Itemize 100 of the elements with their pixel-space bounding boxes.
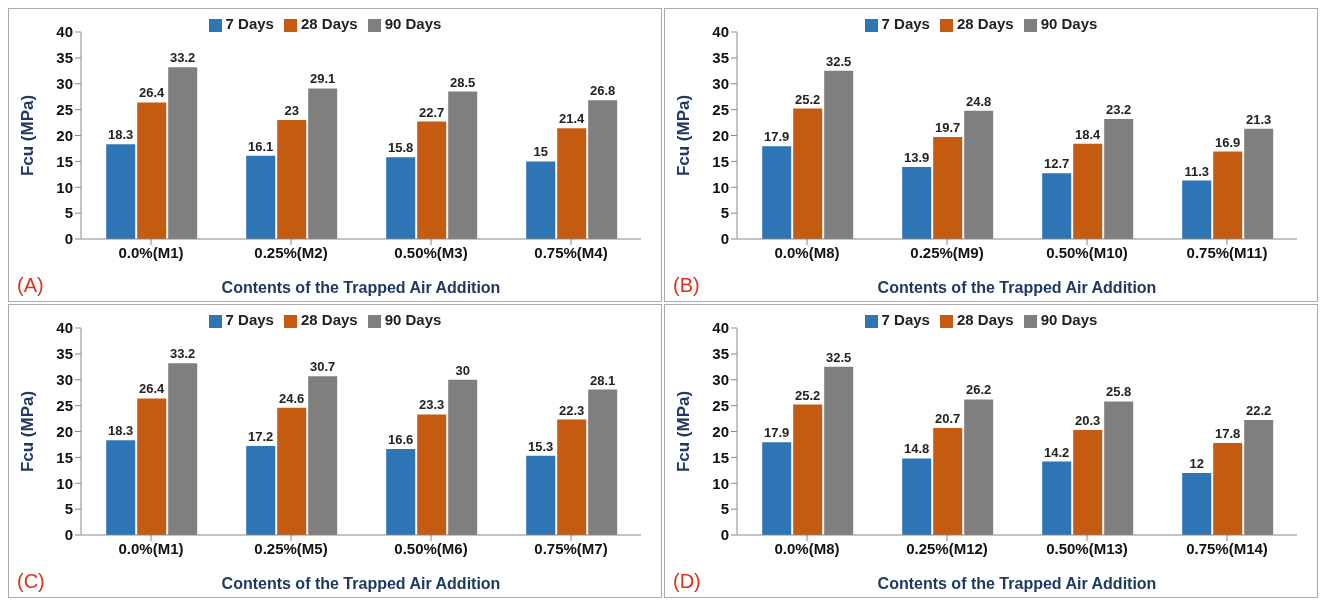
bar	[137, 102, 167, 239]
data-label: 18.3	[108, 423, 134, 439]
legend-label: 7 Days	[225, 15, 274, 32]
bar	[1182, 180, 1212, 239]
data-label: 14.8	[904, 441, 930, 457]
legend-label: 7 Days	[225, 311, 274, 328]
legend-label: 28 Days	[300, 311, 358, 328]
y-tick-label: 35	[56, 345, 73, 363]
x-tick-label: 0.50%(M6)	[394, 539, 468, 557]
data-label: 25.2	[795, 91, 821, 107]
data-label: 23.2	[1106, 101, 1132, 117]
y-tick-label: 25	[712, 100, 729, 118]
data-label: 17.9	[764, 129, 790, 145]
data-label: 12.7	[1044, 156, 1070, 172]
data-label: 25.2	[795, 387, 821, 403]
data-label: 32.5	[826, 349, 852, 365]
y-tick-label: 35	[56, 49, 73, 67]
data-label: 14.2	[1044, 444, 1070, 460]
bar	[793, 108, 823, 239]
bar	[762, 146, 792, 239]
data-label: 28.5	[450, 74, 476, 90]
y-tick-label: 10	[712, 474, 729, 492]
data-label: 22.2	[1246, 403, 1272, 419]
y-tick-label: 10	[712, 178, 729, 196]
data-label: 23	[284, 102, 299, 118]
x-axis-title: Contents of the Trapped Air Addition	[221, 575, 501, 592]
bar	[106, 144, 136, 239]
bar	[417, 414, 447, 535]
text: (C)	[17, 570, 45, 593]
y-tick-label: 30	[56, 75, 73, 93]
x-tick-label: 0.0%(M1)	[118, 539, 184, 557]
bar	[386, 157, 416, 239]
data-label: 18.3	[108, 127, 134, 143]
bar	[1042, 461, 1072, 535]
bar	[246, 445, 276, 535]
data-label: 16.6	[388, 432, 414, 448]
y-tick-label: 40	[56, 23, 73, 41]
bar	[1213, 151, 1243, 239]
x-tick-label: 0.75%(M11)	[1186, 243, 1268, 261]
data-label: 26.8	[590, 83, 616, 99]
bar	[557, 128, 587, 239]
y-tick-label: 35	[712, 345, 729, 363]
bar	[902, 167, 932, 239]
y-tick-label: 25	[712, 396, 729, 414]
legend-label: 28 Days	[300, 15, 358, 32]
y-tick-label: 35	[712, 49, 729, 67]
y-tick-label: 40	[712, 23, 729, 41]
data-label: 33.2	[170, 50, 196, 66]
y-axis-title: Fcu (MPa)	[18, 390, 38, 473]
text: (A)	[17, 274, 44, 297]
y-tick-label: 15	[712, 448, 729, 466]
data-label: 22.3	[559, 402, 585, 418]
bar	[793, 404, 823, 535]
x-tick-label: 0.50%(M10)	[1046, 243, 1128, 261]
data-label: 15.3	[528, 438, 554, 454]
x-tick-label: 0.25%(M12)	[906, 539, 988, 557]
legend-label: 28 Days	[956, 311, 1014, 328]
x-tick-label: 0.25%(M9)	[910, 243, 984, 261]
bar	[933, 137, 963, 239]
bar	[1073, 143, 1103, 239]
text: (B)	[673, 274, 700, 297]
x-tick-label: 0.75%(M4)	[534, 243, 608, 261]
bar	[933, 427, 963, 535]
x-axis-title: Contents of the Trapped Air Addition	[877, 575, 1157, 592]
data-label: 21.3	[1246, 111, 1272, 127]
x-tick-label: 0.25%(M5)	[254, 539, 328, 557]
x-tick-label: 0.0%(M8)	[774, 243, 840, 261]
legend-label: 90 Days	[384, 311, 442, 328]
x-tick-label: 0.25%(M2)	[254, 243, 328, 261]
bar	[277, 119, 307, 239]
bar	[1042, 173, 1072, 239]
legend-label: 90 Days	[1040, 311, 1098, 328]
x-tick-label: 0.50%(M13)	[1046, 539, 1128, 557]
x-tick-label: 0.75%(M7)	[534, 539, 608, 557]
data-label: 16.9	[1215, 134, 1241, 150]
y-tick-label: 30	[712, 75, 729, 93]
data-label: 24.8	[966, 93, 992, 109]
data-label: 19.7	[935, 120, 961, 136]
data-label: 29.1	[310, 71, 336, 87]
data-label: 32.5	[826, 53, 852, 69]
y-tick-label: 15	[56, 152, 73, 170]
bar	[902, 458, 932, 535]
data-label: 15.8	[388, 140, 414, 156]
bar	[762, 442, 792, 535]
y-tick-label: 30	[712, 371, 729, 389]
data-label: 30.7	[310, 359, 336, 375]
data-label: 15	[533, 144, 548, 160]
data-label: 20.7	[935, 410, 961, 426]
y-tick-label: 10	[56, 474, 73, 492]
legend-label: 90 Days	[1040, 15, 1098, 32]
y-tick-label: 20	[56, 126, 73, 144]
bar	[137, 398, 167, 535]
x-tick-label: 0.75%(M14)	[1186, 539, 1268, 557]
data-label: 24.6	[279, 390, 305, 406]
bar	[1213, 442, 1243, 535]
bar	[417, 121, 447, 239]
y-tick-label: 40	[56, 319, 73, 337]
y-axis-title: Fcu (MPa)	[18, 94, 38, 177]
x-tick-label: 0.0%(M8)	[774, 539, 840, 557]
data-label: 33.2	[170, 346, 196, 362]
